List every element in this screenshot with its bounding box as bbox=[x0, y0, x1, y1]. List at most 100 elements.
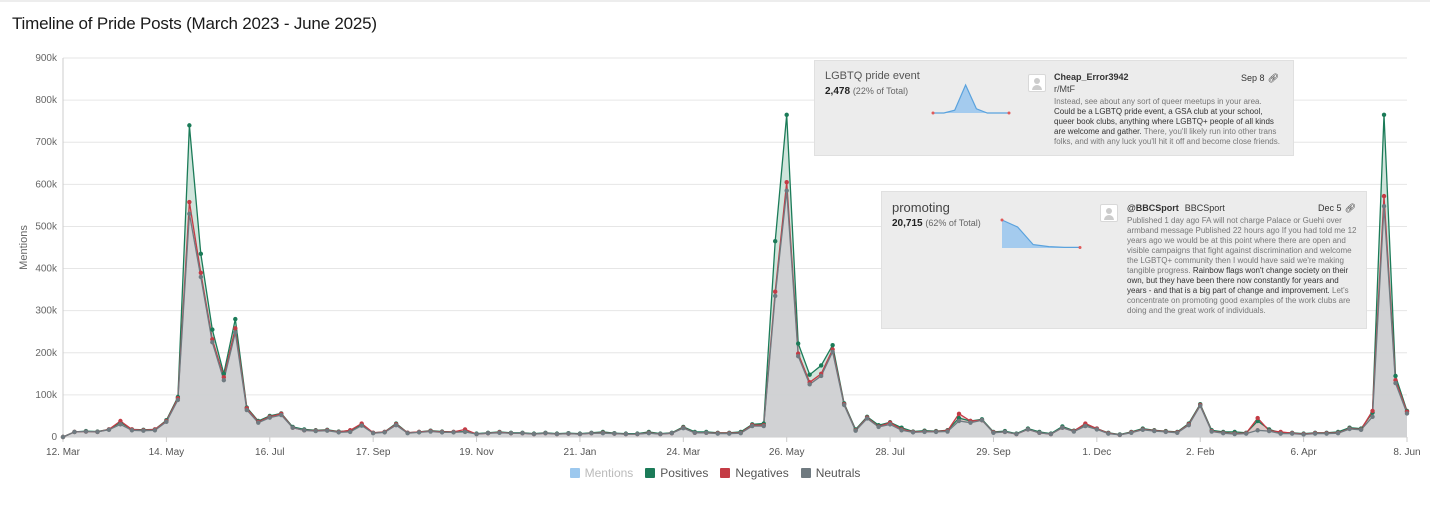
sparkline-area bbox=[933, 85, 1009, 113]
point-neutrals bbox=[1083, 423, 1088, 429]
point-negatives bbox=[198, 270, 204, 275]
point-neutrals bbox=[95, 429, 100, 435]
point-neutrals bbox=[922, 429, 927, 435]
point-neutrals bbox=[244, 407, 249, 413]
top-divider bbox=[0, 0, 1430, 2]
legend-label: Negatives bbox=[735, 466, 789, 480]
point-neutrals bbox=[899, 428, 904, 433]
point-neutrals bbox=[795, 353, 801, 359]
point-neutrals bbox=[1324, 431, 1329, 436]
point-neutrals bbox=[187, 211, 192, 217]
point-neutrals bbox=[1002, 429, 1008, 435]
point-negatives bbox=[773, 289, 778, 294]
point-neutrals bbox=[543, 431, 548, 436]
point-neutrals bbox=[830, 349, 835, 355]
y-tick-label: 400k bbox=[35, 264, 58, 275]
y-tick-label: 200k bbox=[35, 348, 58, 359]
point-neutrals bbox=[474, 431, 479, 437]
point-neutrals bbox=[692, 430, 697, 435]
point-neutrals bbox=[635, 431, 640, 437]
x-tick-label: 24. Mar bbox=[666, 447, 701, 458]
point-neutrals bbox=[152, 428, 158, 433]
x-tick-label: 29. Sep bbox=[976, 447, 1011, 458]
avatar bbox=[1028, 74, 1046, 92]
link-icon[interactable]: 🔗︎ bbox=[1267, 73, 1279, 83]
point-neutrals bbox=[1266, 428, 1272, 434]
keyword-term: LGBTQ pride event bbox=[825, 70, 920, 82]
point-neutrals bbox=[853, 428, 858, 433]
point-neutrals bbox=[267, 415, 272, 420]
link-icon[interactable]: 🔗︎ bbox=[1344, 203, 1356, 213]
chart-legend: Mentions Positives Negatives Neutrals bbox=[0, 466, 1430, 480]
legend-item-mentions[interactable]: Mentions bbox=[569, 466, 633, 480]
post-source[interactable]: r/MtF bbox=[1054, 84, 1075, 94]
point-neutrals bbox=[531, 431, 537, 437]
point-positives bbox=[210, 327, 215, 332]
page-title: Timeline of Pride Posts (March 2023 - Ju… bbox=[12, 14, 377, 33]
point-neutrals bbox=[164, 419, 169, 425]
legend-item-positives[interactable]: Positives bbox=[645, 466, 708, 480]
point-neutrals bbox=[497, 430, 502, 435]
point-neutrals bbox=[520, 431, 525, 436]
point-negatives bbox=[187, 199, 192, 205]
point-neutrals bbox=[1175, 430, 1180, 435]
point-neutrals bbox=[577, 431, 583, 437]
point-neutrals bbox=[1278, 431, 1283, 436]
point-neutrals bbox=[405, 431, 410, 436]
point-neutrals bbox=[1312, 431, 1318, 436]
point-neutrals bbox=[1025, 427, 1031, 432]
point-neutrals bbox=[83, 429, 89, 434]
x-tick-label: 28. Jul bbox=[875, 447, 904, 458]
y-tick-label: 100k bbox=[35, 390, 58, 401]
sparkline-end bbox=[1007, 111, 1011, 115]
point-neutrals bbox=[485, 431, 491, 436]
point-neutrals bbox=[1060, 425, 1065, 430]
sparkline-line bbox=[933, 83, 1009, 114]
point-neutrals bbox=[233, 330, 238, 335]
keyword-card-pride-event[interactable]: LGBTQ pride event 2,478 (22% of Total) C… bbox=[814, 60, 1294, 156]
post-author[interactable]: @BBCSport BBCSport bbox=[1127, 203, 1225, 213]
sparkline-area bbox=[1002, 220, 1080, 248]
point-neutrals bbox=[1301, 432, 1306, 437]
point-neutrals bbox=[1404, 411, 1410, 416]
point-neutrals bbox=[451, 430, 456, 435]
x-tick-label: 21. Jan bbox=[564, 447, 597, 458]
y-tick-label: 900k bbox=[35, 53, 58, 64]
point-neutrals bbox=[1289, 431, 1295, 436]
x-tick-label: 1. Dec bbox=[1082, 447, 1111, 458]
point-positives bbox=[830, 342, 835, 348]
y-axis-label: Mentions bbox=[18, 225, 30, 270]
legend-swatch bbox=[800, 468, 811, 478]
point-neutrals bbox=[933, 429, 939, 435]
y-tick-label: 300k bbox=[35, 306, 58, 317]
point-neutrals bbox=[1163, 429, 1168, 435]
post-text: Published 1 day ago FA will not charge P… bbox=[1127, 216, 1357, 315]
point-neutrals bbox=[198, 274, 204, 280]
point-neutrals bbox=[658, 431, 663, 437]
point-neutrals bbox=[715, 431, 720, 436]
x-tick-label: 19. Nov bbox=[459, 447, 493, 458]
point-neutrals bbox=[761, 423, 766, 429]
legend-label: Neutrals bbox=[815, 466, 861, 480]
legend-item-neutrals[interactable]: Neutrals bbox=[800, 466, 861, 480]
point-neutrals bbox=[864, 416, 870, 421]
point-positives bbox=[221, 371, 227, 377]
sparkline-end bbox=[1078, 245, 1082, 249]
post-author[interactable]: Cheap_Error3942 bbox=[1054, 72, 1129, 82]
x-tick-label: 8. Jun bbox=[1393, 447, 1420, 458]
legend-item-negatives[interactable]: Negatives bbox=[720, 466, 789, 480]
point-neutrals bbox=[841, 402, 847, 408]
keyword-card-promoting[interactable]: promoting 20,715 (62% of Total) @BBCSpor… bbox=[881, 191, 1367, 329]
point-neutrals bbox=[773, 293, 778, 299]
point-positives bbox=[198, 251, 204, 257]
point-positives bbox=[795, 341, 801, 346]
point-positives bbox=[233, 316, 238, 322]
point-positives bbox=[807, 372, 812, 377]
point-neutrals bbox=[1381, 204, 1387, 209]
point-neutrals bbox=[129, 428, 135, 433]
point-negatives bbox=[1370, 408, 1375, 414]
x-tick-label: 26. May bbox=[769, 447, 805, 458]
point-neutrals bbox=[738, 431, 743, 436]
point-neutrals bbox=[600, 431, 606, 436]
sparkline bbox=[931, 83, 1011, 115]
